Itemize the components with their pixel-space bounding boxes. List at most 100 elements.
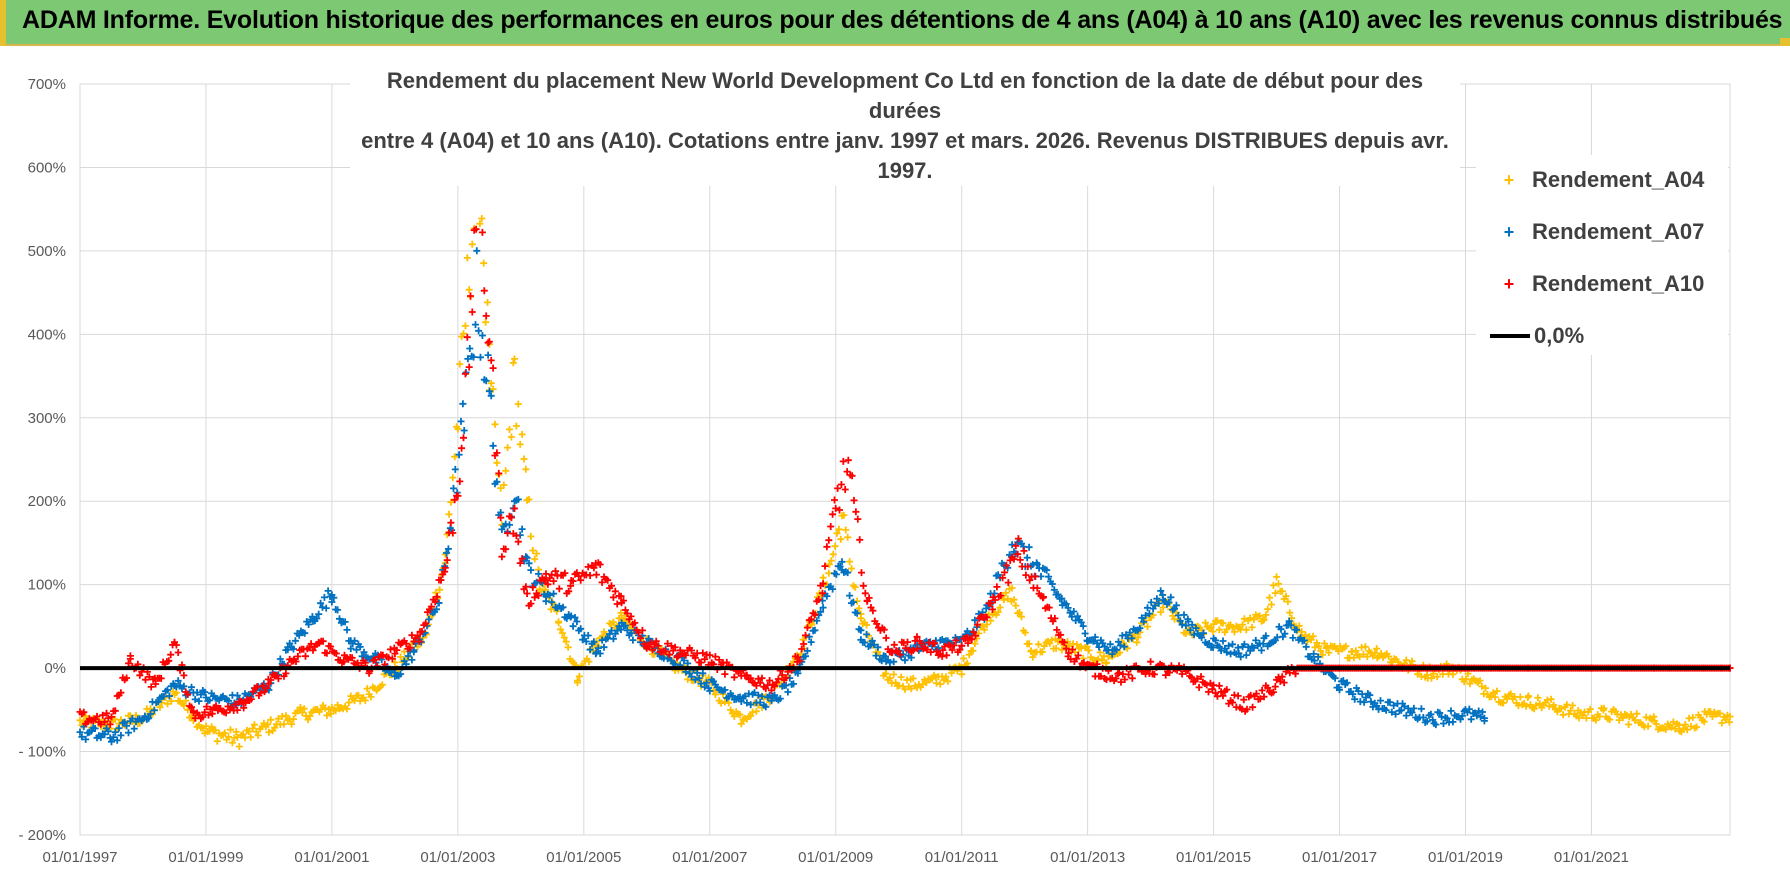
data-point bbox=[555, 585, 563, 593]
data-point bbox=[1282, 592, 1290, 600]
data-point bbox=[522, 583, 530, 591]
data-point bbox=[873, 620, 881, 628]
data-point bbox=[103, 709, 110, 717]
data-point bbox=[815, 596, 823, 603]
data-point bbox=[437, 576, 445, 584]
data-point bbox=[853, 609, 861, 617]
data-point bbox=[1295, 622, 1303, 630]
data-point bbox=[276, 655, 284, 663]
data-point bbox=[858, 569, 865, 577]
data-point bbox=[201, 708, 209, 716]
data-point bbox=[1491, 693, 1499, 701]
data-point bbox=[817, 608, 825, 616]
data-point bbox=[156, 703, 164, 711]
data-point bbox=[82, 735, 90, 743]
data-point bbox=[125, 659, 132, 667]
data-point bbox=[324, 587, 332, 595]
data-point bbox=[172, 683, 180, 691]
data-point bbox=[1473, 712, 1481, 720]
data-point bbox=[751, 689, 758, 697]
data-point bbox=[523, 590, 531, 597]
data-point bbox=[1209, 628, 1217, 635]
data-point bbox=[766, 677, 774, 684]
data-point bbox=[334, 606, 342, 614]
data-point bbox=[623, 626, 631, 634]
data-point bbox=[480, 259, 488, 267]
data-point bbox=[418, 627, 426, 635]
data-point bbox=[635, 629, 643, 637]
data-point bbox=[574, 679, 581, 687]
data-point bbox=[302, 652, 309, 660]
data-point bbox=[649, 646, 656, 654]
data-point bbox=[322, 604, 330, 612]
data-point bbox=[361, 659, 369, 667]
data-point bbox=[1276, 677, 1284, 685]
data-point bbox=[666, 651, 673, 659]
data-point bbox=[1385, 653, 1393, 660]
data-point bbox=[671, 643, 679, 651]
data-point bbox=[1289, 634, 1297, 642]
data-point bbox=[313, 615, 321, 622]
data-point bbox=[1155, 599, 1163, 607]
data-point bbox=[1252, 636, 1260, 644]
data-point bbox=[460, 427, 468, 434]
data-point bbox=[1165, 598, 1173, 606]
data-point bbox=[367, 693, 375, 701]
data-point bbox=[408, 656, 416, 664]
data-point bbox=[931, 639, 939, 647]
data-point bbox=[853, 597, 861, 605]
data-point bbox=[451, 453, 459, 461]
data-point bbox=[1038, 648, 1046, 656]
data-point bbox=[232, 700, 240, 708]
data-point bbox=[1043, 566, 1051, 574]
legend-label-zero: 0,0% bbox=[1534, 323, 1585, 348]
data-point bbox=[695, 674, 703, 682]
data-point bbox=[950, 641, 958, 649]
data-point bbox=[455, 451, 463, 459]
data-point bbox=[1096, 648, 1104, 656]
data-point bbox=[723, 658, 731, 666]
data-point bbox=[972, 632, 979, 640]
data-point bbox=[1002, 589, 1010, 597]
data-point bbox=[500, 481, 508, 489]
data-point bbox=[1371, 649, 1379, 657]
data-point bbox=[999, 574, 1007, 582]
data-point bbox=[952, 636, 960, 644]
data-point bbox=[271, 724, 279, 732]
data-point bbox=[191, 695, 199, 703]
data-point bbox=[1262, 632, 1270, 640]
data-point bbox=[1008, 541, 1016, 549]
data-point bbox=[527, 600, 535, 608]
data-point bbox=[819, 604, 827, 612]
data-point bbox=[514, 400, 522, 408]
data-point bbox=[1300, 636, 1308, 644]
data-point bbox=[1592, 716, 1600, 724]
data-point bbox=[484, 339, 492, 347]
data-point bbox=[509, 359, 517, 367]
data-point bbox=[1360, 650, 1367, 658]
data-point bbox=[1149, 611, 1157, 619]
data-point bbox=[688, 673, 695, 681]
data-point bbox=[758, 674, 766, 682]
data-point bbox=[1633, 710, 1641, 718]
data-point bbox=[242, 699, 250, 707]
data-point bbox=[1223, 625, 1231, 633]
data-point bbox=[525, 495, 533, 503]
data-point bbox=[861, 639, 869, 647]
data-point bbox=[454, 492, 462, 500]
data-point bbox=[774, 675, 782, 683]
data-point bbox=[451, 496, 459, 504]
data-point bbox=[825, 560, 833, 568]
data-point bbox=[516, 440, 524, 448]
data-point bbox=[1369, 703, 1377, 711]
data-point bbox=[174, 677, 182, 685]
data-point bbox=[1482, 684, 1490, 692]
data-point bbox=[531, 593, 539, 601]
x-tick-label: 01/01/1999 bbox=[168, 849, 243, 866]
data-point bbox=[111, 707, 119, 715]
data-point bbox=[111, 728, 119, 736]
data-point bbox=[706, 687, 714, 695]
data-point bbox=[518, 555, 526, 563]
data-point bbox=[1579, 712, 1587, 720]
data-point bbox=[844, 456, 852, 464]
